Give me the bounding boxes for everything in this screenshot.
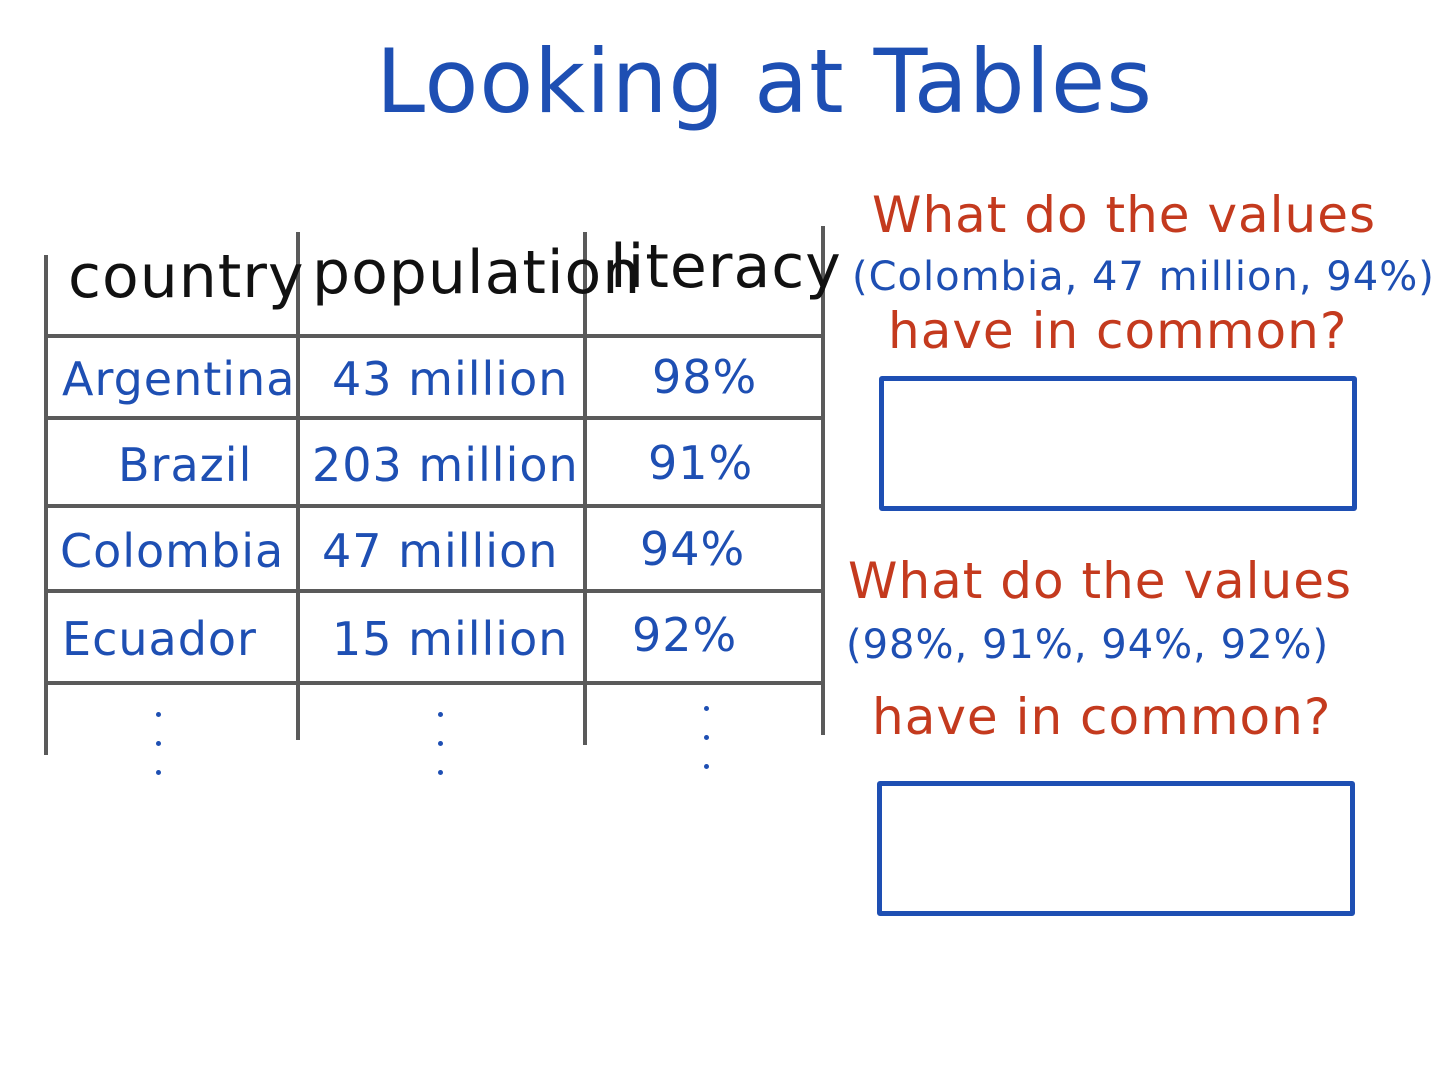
cell-literacy-argentina: 98%	[652, 350, 758, 404]
header-literacy: literacy	[610, 232, 842, 302]
answer-box-2[interactable]	[877, 781, 1355, 916]
cell-country-argentina: Argentina	[62, 352, 296, 406]
cell-country-brazil: Brazil	[118, 438, 253, 492]
cell-country-colombia: Colombia	[60, 524, 285, 578]
page-title: Looking at Tables	[376, 30, 1153, 133]
cell-population-brazil: 203 million	[312, 438, 579, 492]
question2-line1: What do the values	[848, 552, 1353, 610]
cell-population-colombia: 47 million	[322, 524, 559, 578]
question1-values: (Colombia, 47 million, 94%)	[852, 254, 1435, 300]
cell-literacy-brazil: 91%	[648, 436, 754, 490]
question2-values: (98%, 91%, 94%, 92%)	[846, 622, 1330, 668]
cell-population-ecuador: 15 million	[332, 612, 569, 666]
cell-country-ecuador: Ecuador	[62, 612, 257, 666]
continuation-dots	[438, 712, 444, 799]
question1-line1: What do the values	[872, 186, 1377, 244]
question1-line2: have in common?	[888, 302, 1348, 360]
continuation-dots	[156, 712, 162, 799]
cell-literacy-colombia: 94%	[640, 522, 746, 576]
cell-literacy-ecuador: 92%	[632, 608, 738, 662]
header-country: country	[68, 242, 305, 312]
question2-line2: have in common?	[872, 688, 1332, 746]
header-population: population	[312, 238, 642, 308]
cell-population-argentina: 43 million	[332, 352, 569, 406]
answer-box-1[interactable]	[879, 376, 1357, 511]
continuation-dots	[704, 706, 710, 793]
